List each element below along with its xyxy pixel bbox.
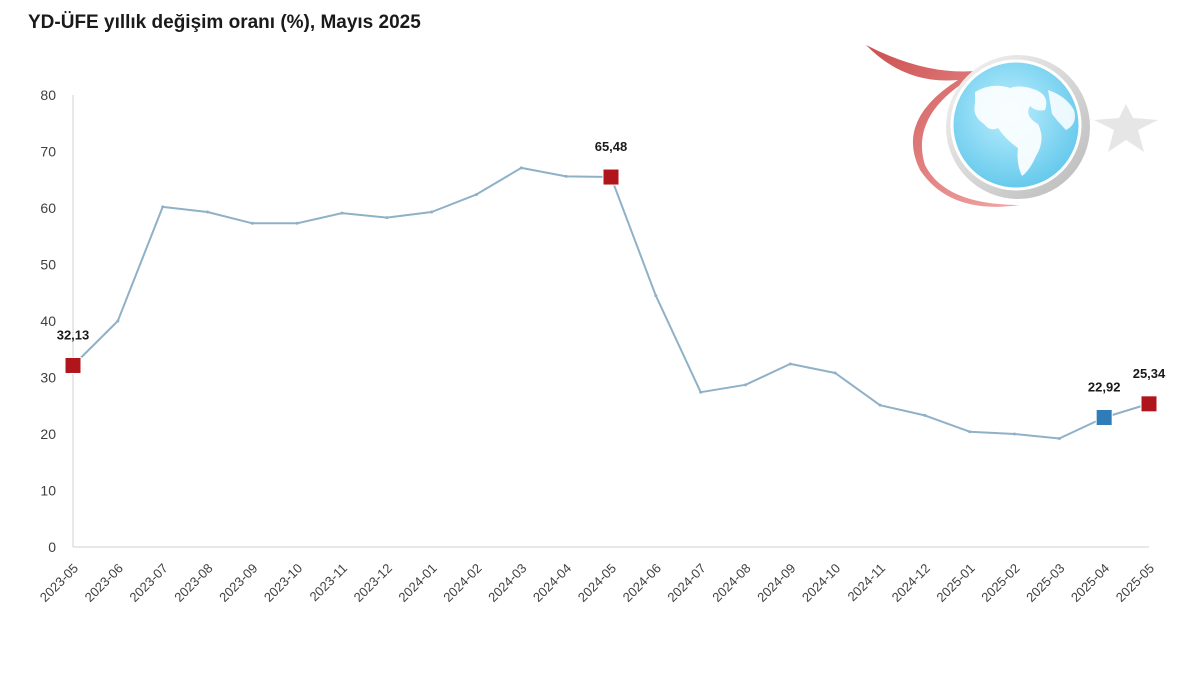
x-tick-label: 2024-06 — [620, 561, 664, 605]
highlight-marker — [1095, 409, 1113, 427]
crescent-star-globe-logo — [866, 45, 1158, 207]
highlight-marker — [1140, 395, 1158, 413]
highlight-marker — [64, 356, 82, 374]
continents-shape — [974, 85, 1047, 176]
data-point — [116, 319, 120, 323]
data-point — [161, 205, 165, 209]
x-tick-label: 2025-01 — [933, 561, 977, 605]
series-line — [72, 166, 1150, 440]
data-point — [250, 221, 254, 225]
data-point — [654, 294, 658, 298]
x-tick-label: 2023-06 — [82, 561, 126, 605]
x-tick-label: 2025-05 — [1113, 561, 1157, 605]
x-tick-label: 2024-12 — [889, 561, 933, 605]
y-tick-label: 50 — [40, 257, 56, 273]
x-tick-label: 2023-10 — [261, 561, 305, 605]
x-tick-label: 2024-10 — [799, 561, 843, 605]
data-point — [833, 371, 837, 375]
data-point — [564, 174, 568, 178]
x-tick-label: 2023-07 — [126, 561, 170, 605]
x-tick-label: 2025-02 — [978, 561, 1022, 605]
star-icon — [1094, 104, 1158, 152]
x-tick-label: 2023-11 — [306, 561, 350, 605]
crescent-shape — [866, 45, 1020, 207]
data-point — [475, 192, 478, 196]
data-point — [968, 430, 972, 434]
y-tick-label: 0 — [48, 539, 56, 555]
x-tick-label: 2024-03 — [485, 561, 529, 605]
y-tick-label: 20 — [40, 426, 56, 442]
x-tick-label: 2024-02 — [440, 561, 484, 605]
y-tick-label: 10 — [40, 483, 56, 499]
y-tick-label: 80 — [40, 87, 56, 103]
data-point — [295, 221, 299, 225]
x-tick-label: 2023-08 — [171, 561, 215, 605]
x-tick-label: 2023-12 — [351, 561, 395, 605]
data-point — [788, 362, 792, 366]
x-tick-label: 2024-07 — [664, 561, 708, 605]
data-point — [430, 210, 434, 214]
highlight-marker — [602, 168, 620, 186]
y-tick-label: 40 — [40, 313, 56, 329]
data-point — [385, 216, 389, 220]
y-tick-label: 60 — [40, 200, 56, 216]
x-tick-label: 2024-04 — [530, 561, 574, 605]
x-tick-label: 2024-08 — [709, 561, 753, 605]
chart-title: YD-ÜFE yıllık değişim oranı (%), Mayıs 2… — [28, 12, 421, 33]
data-point — [1057, 437, 1061, 441]
data-point — [923, 413, 927, 417]
x-tick-label: 2023-05 — [37, 561, 81, 605]
data-point — [1013, 432, 1016, 436]
x-tick-label: 2024-11 — [844, 561, 888, 605]
data-point — [744, 383, 747, 387]
x-tick-label: 2024-05 — [575, 561, 619, 605]
x-tick-label: 2025-03 — [1023, 561, 1067, 605]
data-label: 22,92 — [1088, 380, 1121, 395]
y-tick-label: 70 — [40, 144, 56, 160]
data-point — [519, 166, 523, 170]
x-tick-label: 2024-09 — [754, 561, 798, 605]
x-tick-label: 2023-09 — [216, 561, 260, 605]
data-label: 25,34 — [1133, 366, 1166, 381]
data-point — [699, 390, 703, 394]
asia-shape — [1048, 90, 1075, 130]
data-label: 65,48 — [595, 139, 628, 154]
data-point — [206, 210, 209, 214]
y-tick-label: 30 — [40, 370, 56, 386]
x-tick-label: 2024-01 — [395, 561, 439, 605]
data-point — [878, 403, 882, 407]
x-tick-label: 2025-04 — [1068, 561, 1112, 605]
data-point — [340, 211, 344, 215]
data-label: 32,13 — [57, 327, 90, 342]
